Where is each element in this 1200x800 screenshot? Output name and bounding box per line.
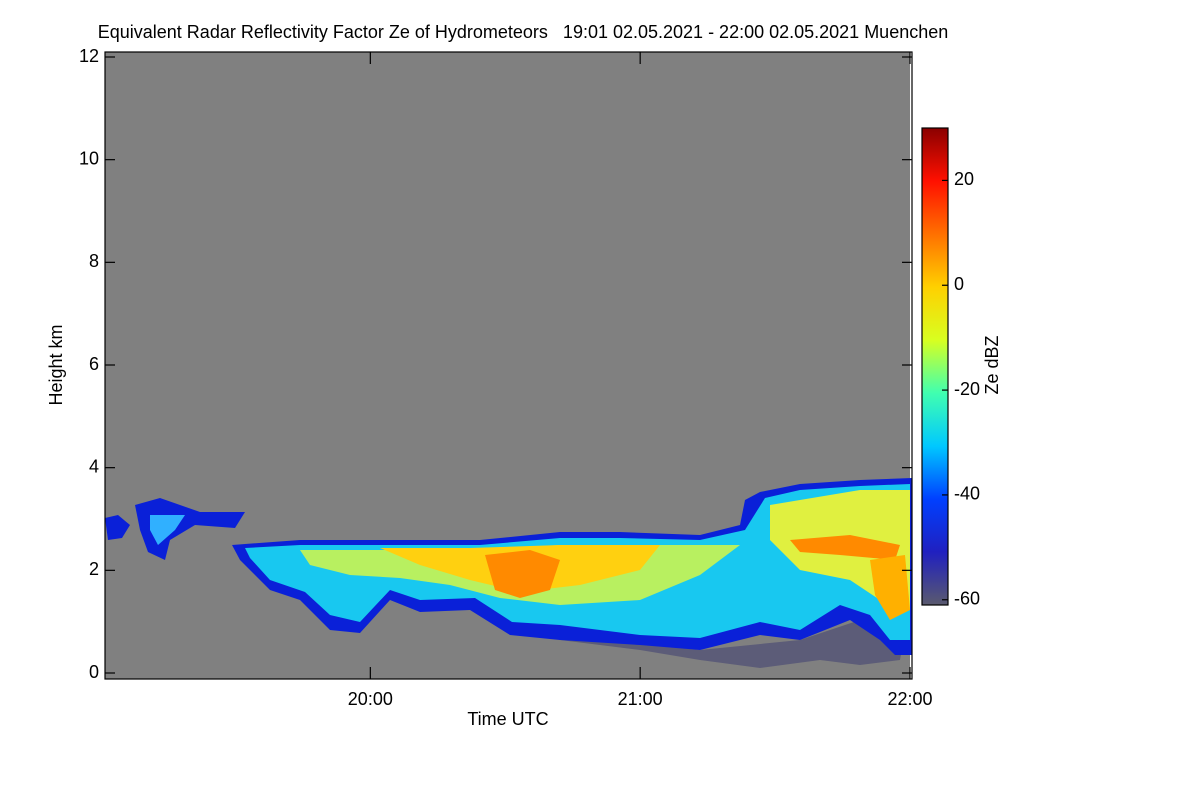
y-tick-label: 12 [79, 46, 99, 66]
x-axis-label: Time UTC [467, 709, 548, 729]
echo-max [790, 535, 900, 560]
echo-max [485, 550, 560, 598]
radar-echo [105, 478, 912, 668]
y-tick-label: 2 [89, 559, 99, 579]
colorbar-tick-label: -40 [954, 484, 980, 504]
y-tick-label: 0 [89, 662, 99, 682]
y-tick-label: 4 [89, 456, 99, 476]
echo-max [870, 555, 910, 620]
echo-blob [135, 498, 245, 560]
colorbar [921, 127, 949, 606]
colorbar-tick-label: 0 [954, 274, 964, 294]
y-tick-label: 6 [89, 354, 99, 374]
y-axis-label: Height km [46, 324, 66, 405]
chart-title: Equivalent Radar Reflectivity Factor Ze … [98, 22, 949, 42]
x-tick-label: 20:00 [348, 689, 393, 709]
x-tick-label: 22:00 [887, 689, 932, 709]
colorbar-tick-label: -20 [954, 379, 980, 399]
y-tick-label: 10 [79, 148, 99, 168]
echo-blob-core [150, 515, 185, 545]
echo-fringe [500, 620, 905, 668]
colorbar-tick-label: -60 [954, 589, 980, 609]
y-tick-label: 8 [89, 251, 99, 271]
x-tick-label: 21:00 [618, 689, 663, 709]
echo-blob [105, 515, 130, 540]
colorbar-label: Ze dBZ [982, 335, 1002, 394]
colorbar-tick-label: 20 [954, 169, 974, 189]
